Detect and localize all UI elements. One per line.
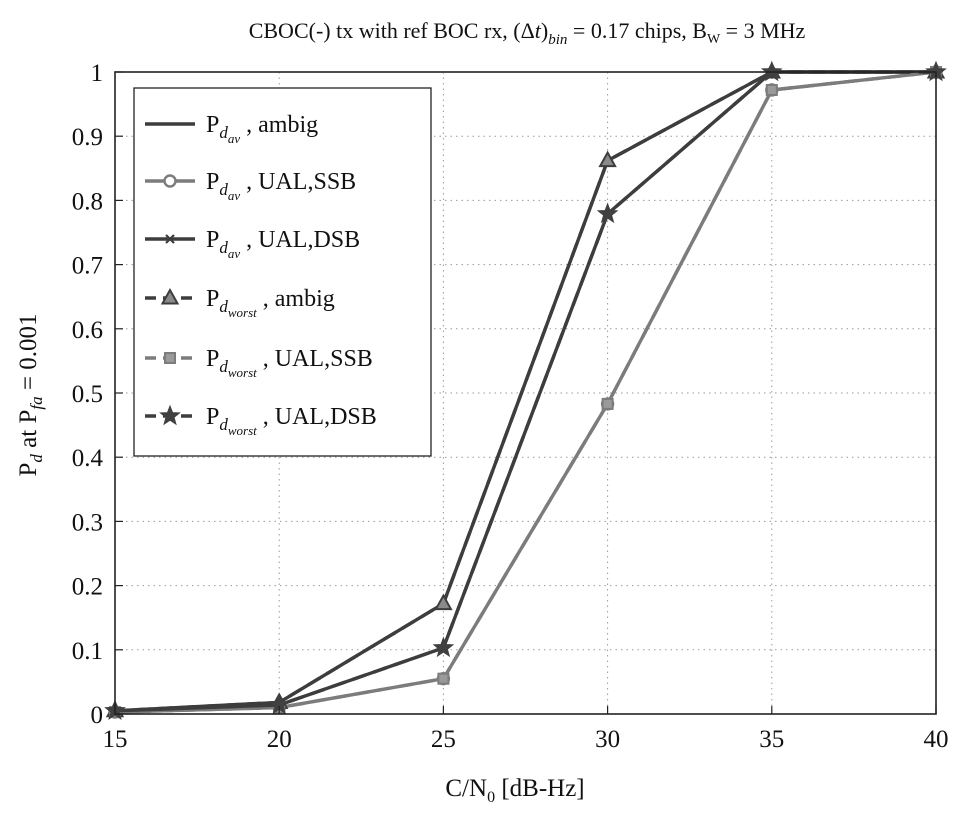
x-tick-label: 25: [431, 726, 456, 753]
y-tick-label: 0.5: [72, 381, 103, 408]
y-axis-label: Pd at Pfa = 0.001: [15, 314, 46, 477]
legend-marker: [160, 287, 180, 305]
legend-marker: [165, 234, 175, 244]
y-tick-label: 0.7: [72, 253, 103, 280]
data-point-pdworst-ual-ssb: [765, 83, 778, 96]
y-tick-label: 0.9: [72, 124, 103, 151]
x-ticks: 15 20 25 30 35 40: [103, 706, 949, 753]
legend-item-pdav-ual-ssb: Pdav , UAL,SSB: [145, 169, 356, 203]
data-point-pdworst-ual-dsb: [760, 60, 783, 82]
y-tick-label: 0.1: [72, 638, 103, 665]
x-axis-label: C/N0 [dB-Hz]: [445, 775, 584, 806]
legend-label: Pdav , ambig: [206, 112, 318, 146]
legend-label: Pdav , UAL,SSB: [206, 169, 356, 203]
legend-item-pdav-ual-dsb: Pdav , UAL,DSB: [145, 227, 360, 261]
legend-item-pdworst-ambig: Pdworst , ambig: [145, 286, 335, 320]
x-tick-label: 30: [595, 726, 620, 753]
data-point-pdworst-ual-ssb: [601, 397, 614, 410]
y-tick-label: 1: [91, 60, 104, 87]
series-line-pdworst-ual-ssb: [114, 70, 937, 714]
y-tick-label: 0.2: [72, 574, 103, 601]
y-tick-label: 0.8: [72, 188, 103, 215]
y-ticks: 0 0.1 0.2 0.3 0.4 0.5 0.6 0.7 0.8 0.9 1: [72, 60, 123, 729]
legend-item-pdav-ambig: Pdav , ambig: [145, 112, 318, 146]
y-tick-label: 0.3: [72, 509, 103, 536]
y-tick-label: 0.4: [72, 445, 104, 472]
legend-box: [133, 87, 432, 457]
legend-item-pdworst-ual-dsb: Pdworst , UAL,DSB: [145, 404, 377, 438]
data-point-pdworst-ual-ssb: [437, 672, 450, 685]
x-tick-label: 20: [267, 726, 292, 753]
y-tick-label: 0.6: [72, 317, 103, 344]
legend-label: Pdav , UAL,DSB: [206, 227, 360, 261]
legend-label: Pdworst , UAL,SSB: [206, 346, 373, 380]
legend-marker: [163, 174, 177, 188]
legend: Pdav , ambig Pdav , UAL,SSB Pdav , UAL,DSB…: [133, 87, 432, 457]
x-tick-label: 35: [759, 726, 784, 753]
x-tick-label: 40: [924, 726, 949, 753]
y-tick-label: 0: [91, 702, 104, 729]
legend-marker: [164, 352, 176, 364]
legend-label: Pdworst , UAL,DSB: [206, 404, 377, 438]
data-point-pdworst-ual-dsb: [596, 202, 619, 224]
x-tick-label: 15: [103, 726, 128, 753]
data-point-pdworst-ambig: [434, 593, 453, 611]
legend-item-pdworst-ual-ssb: Pdworst , UAL,SSB: [145, 346, 373, 380]
legend-label: Pdworst , ambig: [206, 286, 335, 320]
legend-marker: [159, 404, 181, 426]
data-point-pdworst-ual-dsb: [432, 636, 455, 658]
chart-title: CBOC(-) tx with ref BOC rx, (Δt)bin = 0.…: [249, 18, 806, 48]
data-point-pdworst-ambig: [598, 150, 617, 168]
